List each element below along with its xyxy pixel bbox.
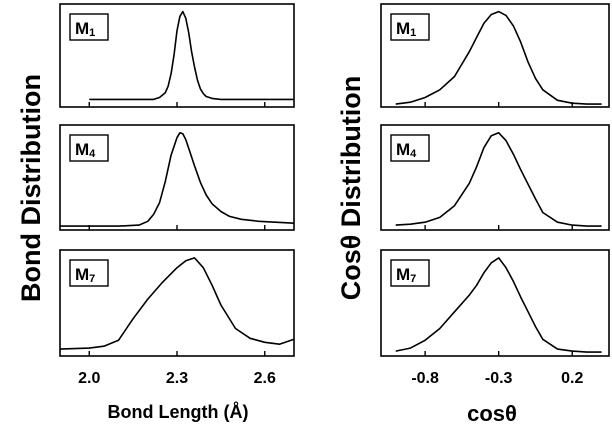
right-y-axis-label: Cosθ Distribution bbox=[336, 76, 366, 301]
plot-area: M1 M4 M7 2.0 2.3 2.6 Bond Length (Å) M1 M4 M7 -0.8… bbox=[59, 3, 610, 426]
x-axis-label-bond-length: Bond Length (Å) bbox=[108, 402, 249, 422]
panel-label-badge: M7 bbox=[69, 259, 109, 287]
x-axis-label-cos-theta: cosθ bbox=[467, 401, 517, 426]
left-y-axis-label: Bond Distribution bbox=[16, 74, 46, 302]
panel-m4-cos: M4 bbox=[380, 124, 610, 231]
panel-frame bbox=[380, 3, 610, 108]
panel-label-badge: M1 bbox=[390, 13, 430, 41]
series-line-m4 bbox=[395, 132, 602, 227]
panel-m7-bond: M7 bbox=[59, 249, 295, 357]
series-line-m7 bbox=[59, 257, 295, 350]
x-tick-label: 0.2 bbox=[561, 370, 583, 387]
panel-label-badge: M4 bbox=[390, 134, 430, 162]
panel-m7-cos: M7 bbox=[380, 249, 610, 357]
series-line-m1 bbox=[89, 10, 294, 101]
series-line-m4 bbox=[60, 132, 295, 227]
panel-frame bbox=[380, 124, 610, 231]
panel-frame bbox=[380, 249, 610, 357]
panel-m1-bond: M1 bbox=[59, 3, 295, 108]
panel-label-badge: M4 bbox=[69, 134, 109, 162]
panel-m4-bond: M4 bbox=[59, 124, 295, 231]
panel-label-text: M7 bbox=[75, 265, 95, 285]
x-tick-label: 2.6 bbox=[254, 370, 276, 387]
series-line-m1 bbox=[395, 10, 602, 105]
series-line-m7 bbox=[395, 257, 602, 353]
x-tick-label: -0.8 bbox=[411, 370, 439, 387]
x-tick-label: 2.0 bbox=[78, 370, 100, 387]
panel-label-text: M4 bbox=[75, 140, 96, 160]
x-tick-label: 2.3 bbox=[166, 370, 188, 387]
panel-m1-cos: M1 bbox=[380, 3, 610, 108]
panel-label-text: M4 bbox=[396, 140, 417, 160]
panel-label-text: M7 bbox=[396, 265, 416, 285]
panel-label-badge: M1 bbox=[69, 13, 109, 41]
panel-label-text: M1 bbox=[75, 19, 95, 39]
panel-label-badge: M7 bbox=[390, 259, 430, 287]
panel-label-text: M1 bbox=[396, 19, 416, 39]
x-tick-label: -0.3 bbox=[485, 370, 513, 387]
